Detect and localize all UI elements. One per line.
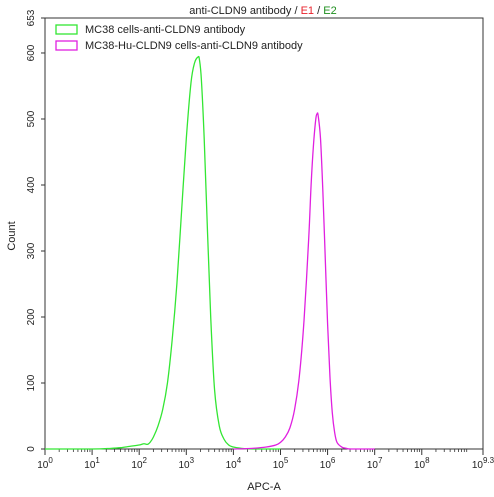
x-tick-label: 107 bbox=[367, 456, 383, 471]
title-e1: E1 bbox=[301, 5, 314, 17]
x-tick-label: 101 bbox=[84, 456, 100, 471]
legend: MC38 cells-anti-CLDN9 antibody MC38-Hu-C… bbox=[55, 24, 303, 52]
y-tick-label: 600 bbox=[26, 44, 37, 61]
y-tick-label: 653 bbox=[26, 9, 37, 26]
y-axis-label: Count bbox=[6, 221, 18, 250]
title-sep-2: / bbox=[314, 5, 323, 17]
series-layer bbox=[45, 55, 375, 450]
legend-swatch-series-1 bbox=[55, 24, 78, 35]
y-tick-label: 200 bbox=[26, 308, 37, 325]
legend-label-series-2: MC38-Hu-CLDN9 cells-anti-CLDN9 antibody bbox=[85, 40, 303, 52]
y-tick-label: 400 bbox=[26, 176, 37, 193]
x-tick-label: 103 bbox=[179, 456, 195, 471]
y-tick-label: 100 bbox=[26, 374, 37, 391]
title-main: anti-CLDN9 antibody bbox=[189, 5, 292, 17]
y-tick-label: 300 bbox=[26, 242, 37, 259]
x-tick-label: 106 bbox=[320, 456, 336, 471]
x-axis-label: APC-A bbox=[247, 481, 281, 493]
x-axis: 100 101 102 103 104 105 106 107 108 109.3 bbox=[37, 449, 494, 471]
title-sep-1: / bbox=[291, 5, 300, 17]
title-e2: E2 bbox=[323, 5, 336, 17]
series-line-2 bbox=[233, 112, 375, 450]
legend-swatch-series-2 bbox=[55, 40, 78, 51]
y-tick-label: 0 bbox=[26, 446, 37, 452]
x-tick-label: 104 bbox=[226, 456, 242, 471]
legend-label-series-1: MC38 cells-anti-CLDN9 antibody bbox=[85, 24, 246, 36]
x-tick-label: 105 bbox=[273, 456, 289, 471]
x-tick-label: 109.3 bbox=[472, 456, 494, 471]
y-axis: 0 100 200 300 400 500 600 653 bbox=[26, 9, 45, 452]
y-tick-label: 500 bbox=[26, 110, 37, 127]
chart-title: anti-CLDN9 antibody / E1 / E2 bbox=[189, 5, 336, 17]
x-tick-label: 108 bbox=[414, 456, 430, 471]
plot-frame bbox=[44, 17, 484, 450]
series-line-1 bbox=[45, 55, 281, 450]
x-tick-label: 102 bbox=[131, 456, 147, 471]
x-tick-label: 100 bbox=[37, 456, 53, 471]
